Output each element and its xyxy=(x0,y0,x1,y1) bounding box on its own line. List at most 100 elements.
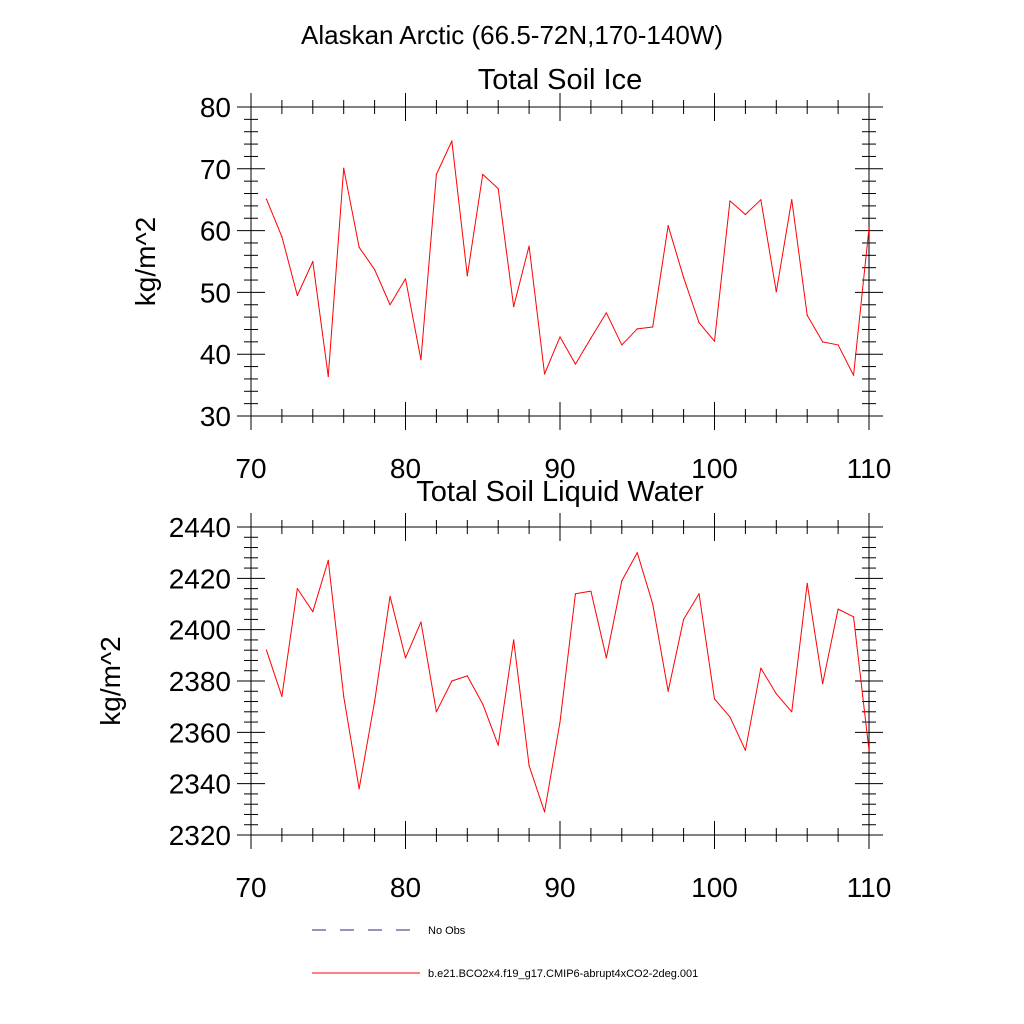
data-point xyxy=(389,595,391,597)
data-point xyxy=(822,682,824,685)
series-segment xyxy=(775,199,793,292)
data-point xyxy=(374,700,376,703)
data-point xyxy=(451,140,453,142)
series-segment xyxy=(528,245,546,375)
series-segment xyxy=(482,703,499,746)
x-tick-label: 90 xyxy=(544,453,575,484)
y-tick-label: 80 xyxy=(200,92,231,123)
series-segment xyxy=(683,277,700,323)
data-point xyxy=(621,580,623,582)
data-point xyxy=(404,657,407,659)
series-line xyxy=(265,140,869,378)
data-point xyxy=(775,291,777,293)
y-tick-label: 2380 xyxy=(169,666,231,697)
data-point xyxy=(312,611,314,613)
series-segment xyxy=(296,261,314,296)
data-point xyxy=(543,373,546,375)
series-segment xyxy=(343,696,360,789)
data-point xyxy=(466,675,468,677)
y-tick-label: 2420 xyxy=(169,563,231,594)
y-tick-label: 30 xyxy=(200,401,231,432)
series-segment xyxy=(265,650,283,697)
y-tick-label: 2400 xyxy=(169,615,231,646)
series-segment xyxy=(806,583,824,684)
series-segment xyxy=(451,675,468,682)
data-point xyxy=(265,649,268,651)
data-point xyxy=(868,227,869,229)
series-segment xyxy=(343,168,360,248)
series-segment xyxy=(714,698,731,718)
data-point xyxy=(729,716,731,718)
data-point xyxy=(713,698,716,700)
series-line xyxy=(265,552,869,813)
x-tick-label: 110 xyxy=(847,872,892,903)
data-point xyxy=(497,187,499,190)
series-segment xyxy=(544,721,561,812)
series-segment xyxy=(714,200,731,342)
series-segment xyxy=(312,261,329,377)
series-segment xyxy=(853,616,869,751)
y-tick-label: 40 xyxy=(200,339,231,370)
series-segment xyxy=(420,621,437,712)
data-point xyxy=(806,314,808,316)
data-point xyxy=(605,657,607,659)
data-point xyxy=(574,593,577,595)
data-point xyxy=(482,173,484,175)
series-segment xyxy=(590,591,607,659)
data-point xyxy=(296,588,298,590)
data-point xyxy=(358,246,360,248)
x-tick-label: 70 xyxy=(235,872,266,903)
data-point xyxy=(652,603,654,605)
data-point xyxy=(698,593,700,595)
data-point xyxy=(590,337,592,339)
series-segment xyxy=(791,583,808,712)
x-tick-label: 90 xyxy=(544,872,575,903)
series-segment xyxy=(405,621,422,659)
series-segment xyxy=(466,174,484,276)
data-point xyxy=(744,213,747,216)
series-segment xyxy=(405,278,422,360)
series-segment xyxy=(822,609,839,684)
series-segment xyxy=(312,560,329,612)
data-point xyxy=(358,788,360,790)
data-point xyxy=(528,245,530,247)
y-tick-label: 70 xyxy=(200,154,231,185)
data-point xyxy=(852,374,855,376)
y-tick-label: 50 xyxy=(200,277,231,308)
data-point xyxy=(791,199,793,201)
panel-total-soil-liquid-water: Total Soil Liquid Water 2320 2340 2360 2380 2… xyxy=(95,476,891,903)
data-point xyxy=(265,198,268,200)
data-point xyxy=(713,340,716,342)
data-point xyxy=(420,621,422,623)
x-tick-label: 70 xyxy=(235,453,266,484)
data-point xyxy=(636,328,638,330)
series-segment xyxy=(853,228,869,376)
data-point xyxy=(343,695,345,698)
panel-total-soil-ice: Total Soil Ice 30 40 50 60 70 80 70 80 90 100 110 kg… xyxy=(130,64,891,484)
y-axis-label: kg/m^2 xyxy=(95,636,126,725)
plot-frame xyxy=(250,526,870,836)
x-tick-label: 110 xyxy=(847,453,892,484)
y-tick-label: 60 xyxy=(200,216,231,247)
y-tick-label: 2440 xyxy=(169,512,231,543)
series-segment xyxy=(605,312,623,346)
series-segment xyxy=(296,588,314,612)
data-point xyxy=(528,765,530,767)
data-point xyxy=(605,312,607,314)
data-point xyxy=(435,173,437,175)
series-segment xyxy=(374,269,391,305)
y-tick-label: 2340 xyxy=(169,769,231,800)
series-segment xyxy=(791,199,808,316)
series-segment xyxy=(683,593,700,620)
series-segment xyxy=(652,225,669,328)
data-point xyxy=(667,690,669,692)
series-segment xyxy=(745,199,762,215)
series-segment xyxy=(837,344,854,376)
figure-suptitle: Alaskan Arctic (66.5-72N,170-140W) xyxy=(301,20,723,50)
series-segment xyxy=(590,312,607,339)
series-segment xyxy=(760,199,777,292)
data-point xyxy=(590,590,592,592)
series-segment xyxy=(698,593,715,700)
y-axis-label: kg/m^2 xyxy=(130,217,161,306)
